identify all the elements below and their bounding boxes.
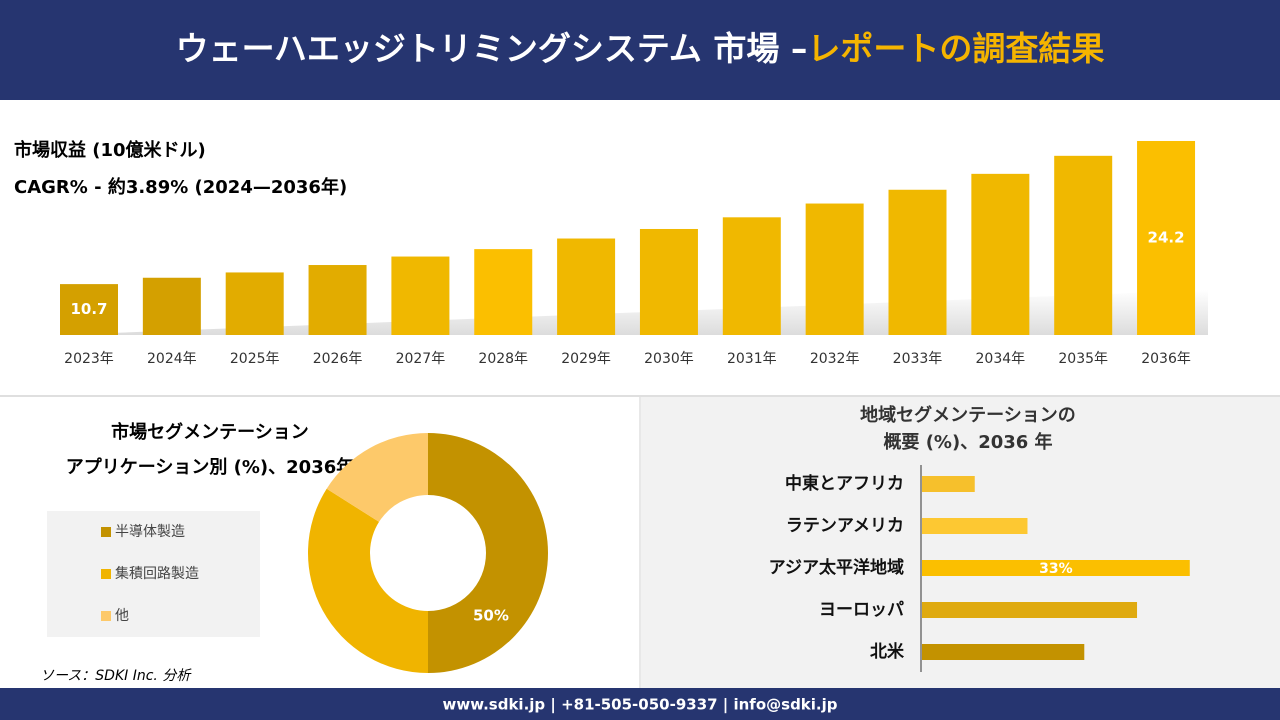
legend-swatch <box>101 569 111 579</box>
donut-slice <box>308 488 428 673</box>
bar <box>722 217 781 335</box>
bar <box>308 265 367 335</box>
x-tick-label: 2032年 <box>810 351 860 367</box>
x-tick-label: 2033年 <box>893 351 943 367</box>
value-label: 50% <box>473 606 509 624</box>
x-tick-label: 2035年 <box>1058 351 1108 367</box>
header-bg <box>0 0 1280 100</box>
x-tick-label: 2027年 <box>396 351 446 367</box>
footer: www.sdki.jp | +81-505-050-9337 | info@sd… <box>442 696 837 715</box>
donut-subtitle: アプリケーション別 (%)、2036年 <box>66 456 355 478</box>
legend-box <box>47 511 260 637</box>
region-panel <box>641 397 1280 688</box>
title-highlight: レポートの調査結果 <box>807 29 1104 68</box>
subtitle: 市場収益 (10億米ドル) <box>14 139 206 161</box>
y-tick-label: アジア太平洋地域 <box>769 557 904 578</box>
x-tick-label: 2036年 <box>1141 351 1191 367</box>
donut-slice <box>428 433 548 673</box>
hbar <box>922 476 975 492</box>
x-tick-label: 2031年 <box>727 351 777 367</box>
region-subtitle: 概要 (%)、2036 年 <box>883 431 1052 453</box>
donut-title: 市場セグメンテーション <box>111 421 309 443</box>
y-tick-label: ラテンアメリカ <box>786 516 904 536</box>
value-label: 24.2 <box>1148 228 1185 246</box>
y-tick-label: 中東とアフリカ <box>785 473 904 494</box>
legend-label: 半導体製造 <box>115 524 185 540</box>
y-tick-label: 北米 <box>870 641 905 662</box>
y-tick-label: ヨーロッパ <box>819 600 904 620</box>
region-title: 地域セグメンテーションの <box>860 404 1076 426</box>
bar <box>225 272 284 335</box>
bar <box>639 228 698 335</box>
legend-label: 集積回路製造 <box>115 565 199 582</box>
x-tick-label: 2034年 <box>976 351 1026 367</box>
x-tick-label: 2024年 <box>147 351 197 367</box>
title-main: ウェーハエッジトリミングシステム 市場 – <box>176 29 808 68</box>
legend-swatch <box>101 611 111 621</box>
value-label: 33% <box>1039 561 1073 577</box>
bar <box>142 277 201 335</box>
bar <box>888 189 947 335</box>
bar <box>557 238 616 335</box>
bar <box>971 173 1030 335</box>
hbar <box>922 560 1190 576</box>
bar <box>1137 140 1196 335</box>
legend-swatch <box>101 527 111 537</box>
x-tick-label: 2030年 <box>644 351 694 367</box>
bar <box>60 284 118 335</box>
donut-slice <box>326 433 428 522</box>
x-tick-label: 2023年 <box>64 351 114 367</box>
bar <box>1054 155 1113 335</box>
x-tick-label: 2025年 <box>230 351 280 367</box>
x-tick-label: 2029年 <box>561 351 611 367</box>
legend-label: 他 <box>115 608 129 624</box>
bar <box>474 249 533 335</box>
hbar <box>922 518 1028 534</box>
bar <box>391 256 450 335</box>
source: ソース：SDKI Inc. 分析 <box>40 668 192 684</box>
hbar <box>922 644 1085 660</box>
cagr: CAGR% - 約3.89% (2024—2036年) <box>14 176 347 198</box>
footer-bg <box>0 688 1280 720</box>
x-tick-label: 2028年 <box>478 351 528 367</box>
value-label: 10.7 <box>70 300 107 318</box>
x-tick-label: 2026年 <box>313 351 363 367</box>
page-title: ウェーハエッジトリミングシステム 市場 –レポートの調査結果 <box>176 29 1105 68</box>
bar <box>805 203 864 335</box>
hbar <box>922 602 1138 618</box>
